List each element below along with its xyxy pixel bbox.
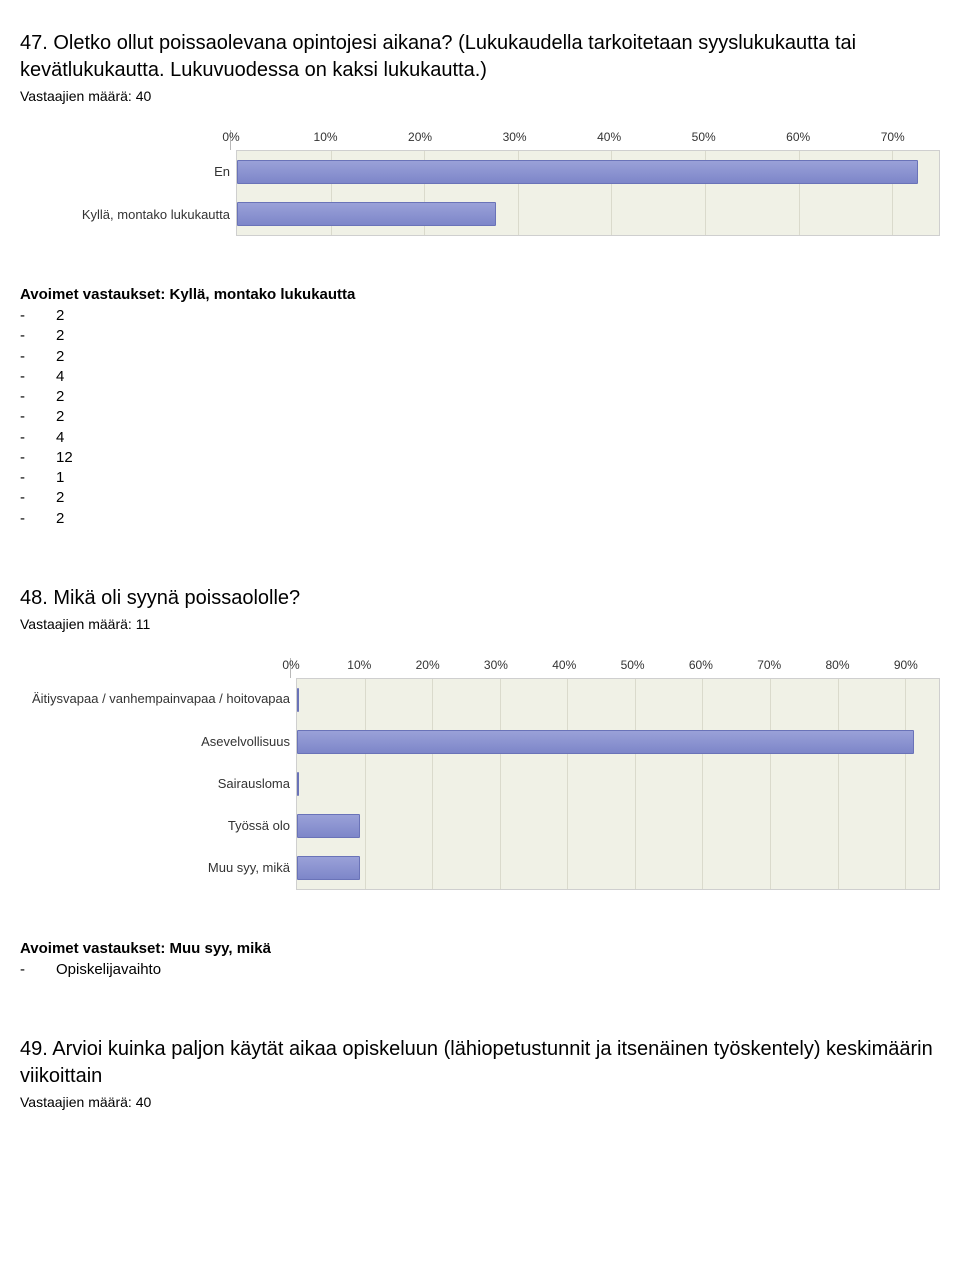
chart-48-tick: 80% [826, 658, 850, 672]
question-47-respondents: Vastaajien määrä: 40 [20, 88, 940, 104]
question-49-title: 49. Arvioi kuinka paljon käytät aikaa op… [20, 1036, 940, 1090]
chart-48-row-plot [296, 678, 940, 721]
chart-47-tick: 40% [597, 130, 621, 144]
chart-48-label-spacer [20, 658, 290, 678]
open-answer-47-line: -4 [20, 428, 940, 448]
open-answer-47-value: 2 [56, 347, 64, 367]
chart-48-row-plot [296, 721, 940, 763]
open-answer-47-line: - 12 [20, 448, 940, 468]
chart-48-row-label: Sairausloma [20, 763, 296, 805]
chart-48-plot-segment [296, 805, 940, 847]
dash: - [20, 387, 28, 407]
chart-48-row-plot [296, 805, 940, 847]
open-answer-47-value: 2 [56, 509, 64, 529]
chart-48-row-plot [296, 847, 940, 890]
dash: - [20, 326, 28, 346]
chart-48-row-plot [296, 763, 940, 805]
open-answers-47: Avoimet vastaukset: Kyllä, montako lukuk… [20, 286, 940, 529]
open-answer-47-line: -2 [20, 347, 940, 367]
chart-48-plot-segment [296, 678, 940, 721]
chart-47-label-spacer [20, 130, 230, 150]
open-answer-48-value: Opiskelijavaihto [56, 960, 161, 980]
open-answers-48: Avoimet vastaukset: Muu syy, mikä - Opisk… [20, 940, 940, 980]
chart-47-bar [237, 160, 918, 184]
chart-47-tick: 70% [881, 130, 905, 144]
chart-47-tick: 20% [408, 130, 432, 144]
chart-47-row-plot [236, 150, 940, 193]
open-answer-47-line: -2 [20, 407, 940, 427]
chart-48-plot-segment [296, 721, 940, 763]
chart-48-tick: 70% [757, 658, 781, 672]
open-answer-47-value: 2 [56, 326, 64, 346]
dash: - [20, 960, 28, 980]
chart-47-bar [237, 202, 496, 226]
question-48-respondents: Vastaajien määrä: 11 [20, 616, 940, 632]
open-answer-47-value: 4 [56, 367, 64, 387]
open-answer-47-line: -2 [20, 509, 940, 529]
dash: - [20, 509, 28, 529]
open-answer-47-line: -4 [20, 367, 940, 387]
open-answer-48-line: - Opiskelijavaihto [20, 960, 940, 980]
dash: - [20, 347, 28, 367]
chart-47-row-plot [236, 193, 940, 236]
open-answer-47-value: 2 [56, 488, 64, 508]
open-answer-47-line: -2 [20, 387, 940, 407]
chart-48-bar [297, 730, 914, 754]
chart-48-tick: 60% [689, 658, 713, 672]
chart-48-plot-segment [296, 763, 940, 805]
open-answer-47-value: 12 [56, 448, 73, 468]
chart-48-tick: 30% [484, 658, 508, 672]
chart-47: 0% 10% 20% 30% 40% 50% 60% 70% EnKyllä, montako… [20, 130, 940, 236]
chart-47-axis: 0%10%20%30%40%50%60%70% [230, 130, 940, 150]
chart-47-plot-segment [236, 193, 940, 236]
chart-48-bar [297, 772, 299, 796]
chart-48-tick: 90% [894, 658, 918, 672]
question-47-title: 47. Oletko ollut poissaolevana opintojes… [20, 30, 940, 84]
chart-47-row-label: En [20, 150, 236, 193]
open-answers-48-header: Avoimet vastaukset: Muu syy, mikä [20, 940, 940, 957]
chart-48-row-label: Äitiysvapaa / vanhempainvapaa / hoitovap… [20, 678, 296, 721]
chart-48-row-label: Muu syy, mikä [20, 847, 296, 890]
chart-48: 0% 10% 20% 30% 40% 50% 60% 70% 80% 90% Äitiysvapa… [20, 658, 940, 890]
chart-48-plot-segment [296, 847, 940, 890]
dash: - [20, 407, 28, 427]
dash: - [20, 448, 28, 468]
chart-47-tick: 0% [222, 130, 239, 144]
open-answer-47-line: -2 [20, 326, 940, 346]
chart-47-row-label: Kyllä, montako lukukautta [20, 193, 236, 236]
open-answer-47-value: 2 [56, 306, 64, 326]
chart-48-axis: 0%10%20%30%40%50%60%70%80%90% [290, 658, 940, 678]
open-answer-47-line: -1 [20, 468, 940, 488]
chart-48-tick: 50% [621, 658, 645, 672]
chart-48-bar [297, 856, 360, 880]
open-answer-47-value: 4 [56, 428, 64, 448]
chart-48-tick: 0% [282, 658, 299, 672]
chart-47-plot-segment [236, 150, 940, 193]
dash: - [20, 468, 28, 488]
chart-48-row-label: Asevelvollisuus [20, 721, 296, 763]
chart-48-tick: 20% [416, 658, 440, 672]
question-48-title: 48. Mikä oli syynä poissaololle? [20, 585, 940, 612]
open-answer-47-line: -2 [20, 306, 940, 326]
question-49-respondents: Vastaajien määrä: 40 [20, 1094, 940, 1110]
dash: - [20, 306, 28, 326]
open-answer-47-value: 2 [56, 387, 64, 407]
chart-48-row-label: Työssä olo [20, 805, 296, 847]
chart-47-tick: 60% [786, 130, 810, 144]
open-answer-47-value: 2 [56, 407, 64, 427]
dash: - [20, 488, 28, 508]
chart-48-tick: 10% [347, 658, 371, 672]
chart-48-bar [297, 688, 299, 712]
open-answer-47-line: -2 [20, 488, 940, 508]
chart-47-tick: 50% [692, 130, 716, 144]
chart-48-bar [297, 814, 360, 838]
chart-48-tick: 40% [552, 658, 576, 672]
chart-47-tick: 10% [314, 130, 338, 144]
open-answer-47-value: 1 [56, 468, 64, 488]
open-answers-47-header: Avoimet vastaukset: Kyllä, montako lukuk… [20, 286, 940, 303]
dash: - [20, 428, 28, 448]
dash: - [20, 367, 28, 387]
chart-47-tick: 30% [503, 130, 527, 144]
